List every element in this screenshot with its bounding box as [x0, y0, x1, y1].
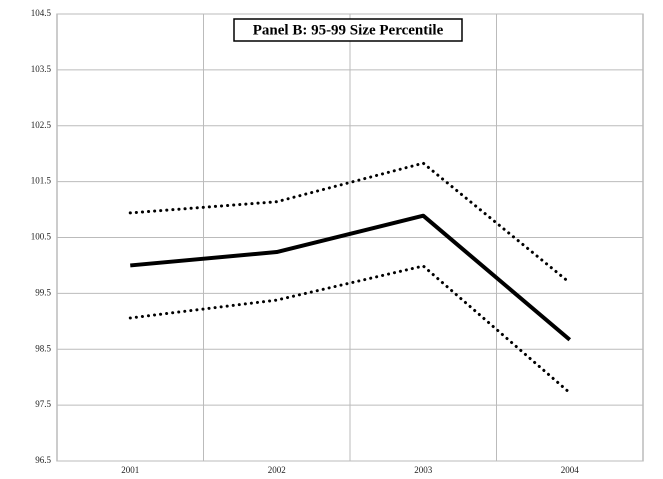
y-tick-label: 98.5	[35, 343, 51, 353]
y-tick-label: 97.5	[35, 399, 51, 409]
line-series	[130, 213, 572, 342]
line-series	[128, 161, 572, 285]
x-tick-label: 2003	[414, 465, 433, 475]
y-tick-label: 99.5	[35, 287, 51, 297]
y-tick-label: 96.5	[35, 455, 51, 465]
chart-title: Panel B: 95-99 Size Percentile	[253, 22, 444, 38]
x-tick-label: 2002	[268, 465, 286, 475]
line-series	[128, 264, 572, 395]
title-box	[233, 18, 463, 42]
x-tick-label: 2001	[121, 465, 139, 475]
y-tick-label: 101.5	[31, 176, 52, 186]
y-tick-label: 103.5	[31, 64, 52, 74]
y-tick-label: 104.5	[31, 8, 52, 18]
x-tick-label: 2004	[561, 465, 580, 475]
y-tick-label: 102.5	[31, 120, 52, 130]
y-tick-label: 100.5	[31, 232, 52, 242]
